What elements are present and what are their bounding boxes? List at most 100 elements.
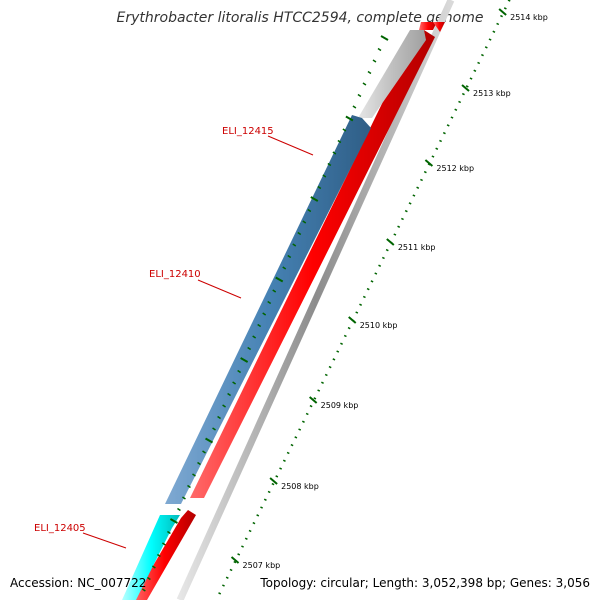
- inner-guide-tick: [247, 346, 252, 351]
- inner-guide-tick: [146, 576, 151, 581]
- ruler-minor-tick: [305, 412, 309, 416]
- ruler-minor-tick: [381, 256, 385, 260]
- ruler-minor-tick: [481, 53, 484, 57]
- inner-guide-tick: [352, 105, 357, 109]
- feature-forward-top[interactable]: [419, 22, 437, 30]
- ruler-minor-tick: [298, 428, 302, 431]
- ruler-minor-tick: [271, 482, 275, 486]
- inner-guide-tick: [357, 93, 362, 98]
- ruler-minor-tick: [404, 209, 408, 213]
- ruler-minor-tick: [412, 194, 416, 197]
- feature-forward-arrowhead[interactable]: [433, 22, 445, 32]
- ruler-minor-tick: [507, 0, 511, 2]
- ruler-minor-tick: [431, 155, 435, 158]
- inner-guide-tick: [310, 196, 319, 202]
- inner-guide-tick: [151, 565, 156, 569]
- inner-guide-tick: [292, 243, 297, 247]
- feature-forward-short[interactable]: [133, 510, 196, 600]
- ruler-major-tick: [424, 159, 434, 167]
- ruler-minor-tick: [279, 467, 283, 470]
- ruler-minor-tick: [229, 568, 233, 572]
- ruler-minor-tick: [397, 225, 401, 228]
- inner-guide-tick: [252, 335, 257, 339]
- inner-guide-tick: [337, 139, 342, 144]
- inner-guide-tick: [372, 59, 377, 63]
- ruler-minor-tick: [275, 475, 279, 478]
- ruler-tick-label: 2514 kbp: [510, 13, 548, 22]
- inner-guide-tick: [302, 220, 307, 224]
- inner-guide-tick: [317, 185, 322, 190]
- ruler-minor-tick: [218, 592, 222, 595]
- inner-guide-tick: [222, 404, 226, 408]
- ruler-minor-tick: [301, 420, 305, 423]
- ruler-minor-tick: [477, 61, 481, 65]
- ruler-minor-tick: [423, 170, 427, 174]
- inner-guide-tick: [237, 369, 242, 374]
- ruler-major-tick: [498, 8, 507, 16]
- ruler-major-tick: [461, 84, 470, 92]
- inner-guide-tick: [275, 276, 284, 283]
- ruler-minor-tick: [408, 202, 412, 205]
- inner-guide-tick: [257, 323, 262, 328]
- ruler-minor-tick: [458, 100, 462, 104]
- ruler-minor-tick: [244, 537, 248, 540]
- inner-guide-tick: [322, 174, 327, 178]
- ruler-tick-label: 2510 kbp: [360, 321, 398, 330]
- ruler-minor-tick: [401, 217, 404, 221]
- ruler-minor-tick: [263, 498, 267, 501]
- ruler-minor-tick: [469, 77, 473, 80]
- inner-guide-tick: [212, 427, 216, 431]
- ruler-minor-tick: [439, 139, 443, 143]
- ruler-minor-tick: [336, 350, 340, 353]
- ruler-minor-tick: [366, 287, 370, 291]
- ruler-minor-tick: [233, 560, 237, 564]
- ruler-minor-tick: [241, 545, 244, 548]
- ruler-minor-tick: [282, 459, 286, 462]
- ruler-minor-tick: [446, 124, 450, 127]
- gene-label-eli_12415[interactable]: ELI_12415: [222, 126, 274, 137]
- gene-label-eli_12405[interactable]: ELI_12405: [34, 523, 86, 534]
- ruler-minor-tick: [442, 131, 446, 135]
- ruler-minor-tick: [267, 490, 271, 494]
- inner-guide-tick: [272, 289, 277, 293]
- ruler-minor-tick: [496, 22, 500, 26]
- ruler-minor-tick: [465, 85, 469, 88]
- gene-label-eli_12410[interactable]: ELI_12410: [149, 269, 201, 280]
- ruler-minor-tick: [343, 334, 347, 338]
- ruler-minor-tick: [374, 272, 378, 275]
- feature-forward-long[interactable]: [190, 30, 435, 498]
- inner-guide-tick: [205, 437, 214, 444]
- feature-ELI_12405[interactable]: [122, 515, 180, 600]
- inner-guide-tick: [187, 484, 191, 489]
- ruler-minor-tick: [503, 7, 507, 10]
- inner-guide-tick: [307, 208, 312, 213]
- ruler-minor-tick: [435, 147, 439, 150]
- topology-text: Topology: circular; Length: 3,052,398 bp…: [260, 576, 590, 590]
- ruler-minor-tick: [225, 576, 229, 579]
- ruler-minor-tick: [313, 397, 317, 400]
- ruler-minor-tick: [492, 30, 496, 33]
- ruler-major-tick: [269, 477, 278, 485]
- inner-guide-tick: [156, 553, 161, 558]
- ruler-minor-tick: [340, 342, 343, 345]
- ruler-tick-label: 2513 kbp: [473, 89, 511, 98]
- ruler-tick-label: 2508 kbp: [281, 482, 319, 491]
- ruler-minor-tick: [321, 381, 324, 384]
- feature-ELI_12415[interactable]: [165, 115, 371, 504]
- feature-gray-top[interactable]: [358, 30, 426, 118]
- inner-guide-tick: [262, 312, 267, 316]
- ruler-minor-tick: [488, 38, 492, 41]
- ruler-minor-tick: [332, 358, 336, 361]
- inner-guide-tick: [297, 231, 302, 236]
- ruler-minor-tick: [290, 443, 294, 447]
- inner-guide-tick: [332, 151, 337, 155]
- ruler-minor-tick: [309, 404, 313, 408]
- ruler-minor-tick: [484, 46, 488, 49]
- inner-guide-tick: [362, 82, 367, 86]
- ruler-minor-tick: [355, 311, 359, 314]
- inner-guide-tick: [169, 518, 178, 524]
- ruler-minor-tick: [370, 280, 374, 283]
- ruler-minor-tick: [420, 178, 423, 182]
- gene-label-leader: [267, 135, 314, 156]
